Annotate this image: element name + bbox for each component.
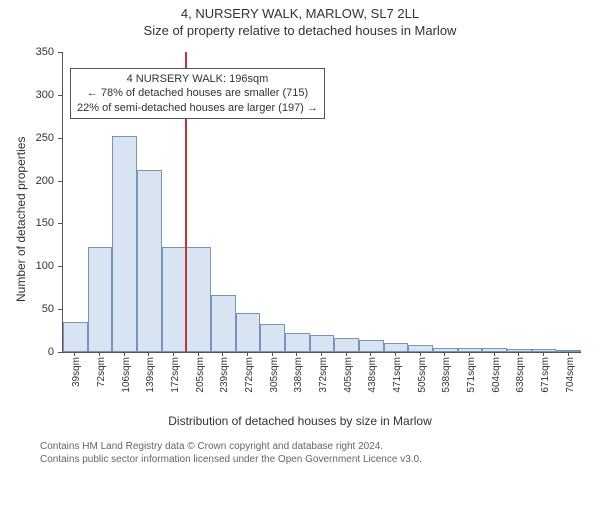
x-axis-label: Distribution of detached houses by size … xyxy=(0,414,600,428)
y-tick-label: 0 xyxy=(0,346,54,358)
x-tick-mark xyxy=(395,352,396,356)
x-tick-label: 471sqm xyxy=(392,357,403,402)
histogram-bar xyxy=(285,333,310,352)
x-tick-label: 372sqm xyxy=(318,357,329,402)
callout-line1: 4 NURSERY WALK: 196sqm xyxy=(77,72,318,86)
y-tick-label: 200 xyxy=(0,175,54,187)
histogram-bar xyxy=(482,348,507,352)
x-tick-label: 538sqm xyxy=(441,357,452,402)
x-tick-mark xyxy=(247,352,248,356)
x-tick-mark xyxy=(420,352,421,356)
footer-line2: Contains public sector information licen… xyxy=(40,453,600,466)
y-tick-mark xyxy=(58,223,62,224)
x-tick-mark xyxy=(272,352,273,356)
histogram-bar xyxy=(310,335,335,352)
histogram-bar xyxy=(384,343,409,352)
x-tick-label: 72sqm xyxy=(96,357,107,402)
histogram-bar xyxy=(211,295,236,352)
chart-title-line2: Size of property relative to detached ho… xyxy=(0,23,600,38)
x-tick-mark xyxy=(99,352,100,356)
x-tick-label: 139sqm xyxy=(145,357,156,402)
x-tick-mark xyxy=(74,352,75,356)
x-tick-mark xyxy=(321,352,322,356)
histogram-bar xyxy=(359,340,384,352)
histogram-bar xyxy=(556,350,581,352)
x-tick-label: 239sqm xyxy=(219,357,230,402)
x-tick-label: 338sqm xyxy=(293,357,304,402)
callout-line3: 22% of semi-detached houses are larger (… xyxy=(77,101,318,115)
y-tick-mark xyxy=(58,352,62,353)
x-tick-label: 704sqm xyxy=(565,357,576,402)
histogram-bar xyxy=(507,349,532,352)
x-tick-mark xyxy=(148,352,149,356)
x-tick-label: 571sqm xyxy=(466,357,477,402)
x-tick-mark xyxy=(444,352,445,356)
y-tick-mark xyxy=(58,181,62,182)
x-tick-label: 106sqm xyxy=(121,357,132,402)
callout-line2: ← 78% of detached houses are smaller (71… xyxy=(77,86,318,100)
histogram-bar xyxy=(334,338,359,352)
footer-attribution: Contains HM Land Registry data © Crown c… xyxy=(40,440,600,466)
x-tick-mark xyxy=(494,352,495,356)
y-tick-label: 50 xyxy=(0,303,54,315)
x-tick-label: 39sqm xyxy=(71,357,82,402)
x-tick-label: 638sqm xyxy=(515,357,526,402)
x-tick-label: 272sqm xyxy=(244,357,255,402)
x-tick-mark xyxy=(173,352,174,356)
histogram-bar xyxy=(260,324,285,352)
y-tick-label: 350 xyxy=(0,46,54,58)
x-tick-mark xyxy=(568,352,569,356)
histogram-bar xyxy=(137,170,162,352)
y-tick-label: 100 xyxy=(0,260,54,272)
x-tick-label: 405sqm xyxy=(343,357,354,402)
y-tick-mark xyxy=(58,95,62,96)
x-tick-mark xyxy=(543,352,544,356)
x-tick-label: 438sqm xyxy=(367,357,378,402)
y-tick-label: 300 xyxy=(0,89,54,101)
x-tick-mark xyxy=(370,352,371,356)
y-tick-mark xyxy=(58,266,62,267)
histogram-bar xyxy=(162,247,187,352)
footer-line1: Contains HM Land Registry data © Crown c… xyxy=(40,440,600,453)
x-tick-mark xyxy=(518,352,519,356)
x-tick-label: 671sqm xyxy=(540,357,551,402)
x-tick-label: 604sqm xyxy=(491,357,502,402)
histogram-bar xyxy=(408,345,433,352)
x-tick-mark xyxy=(469,352,470,356)
y-tick-mark xyxy=(58,138,62,139)
y-tick-label: 250 xyxy=(0,132,54,144)
y-tick-mark xyxy=(58,309,62,310)
histogram-bar xyxy=(88,247,113,352)
x-tick-label: 172sqm xyxy=(170,357,181,402)
y-tick-label: 150 xyxy=(0,217,54,229)
callout-box: 4 NURSERY WALK: 196sqm← 78% of detached … xyxy=(70,68,325,119)
x-tick-label: 505sqm xyxy=(417,357,428,402)
chart-container: Number of detached properties 0501001502… xyxy=(0,42,600,410)
x-tick-label: 205sqm xyxy=(195,357,206,402)
x-tick-mark xyxy=(198,352,199,356)
x-tick-label: 305sqm xyxy=(269,357,280,402)
x-tick-mark xyxy=(124,352,125,356)
y-tick-mark xyxy=(58,52,62,53)
histogram-bar xyxy=(63,322,88,352)
histogram-bar xyxy=(112,136,137,352)
histogram-bar xyxy=(433,348,458,352)
chart-title-line1: 4, NURSERY WALK, MARLOW, SL7 2LL xyxy=(0,6,600,21)
x-tick-mark xyxy=(296,352,297,356)
x-tick-mark xyxy=(222,352,223,356)
histogram-bar xyxy=(186,247,211,352)
x-tick-mark xyxy=(346,352,347,356)
histogram-bar xyxy=(236,313,261,352)
